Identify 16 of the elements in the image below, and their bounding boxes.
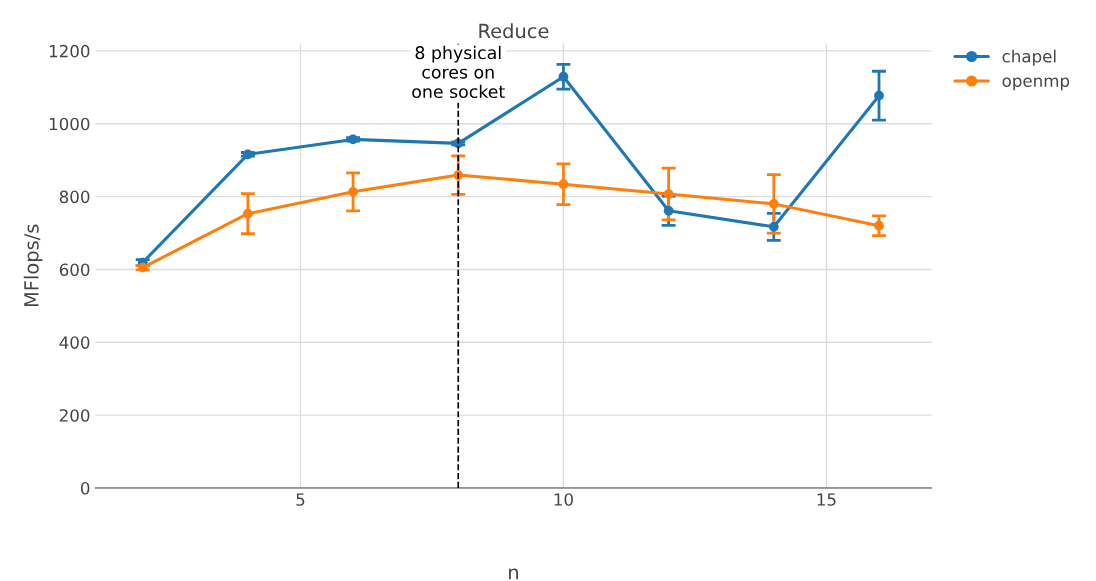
y-tick-label: 200 <box>59 409 90 422</box>
y-tick-label: 800 <box>59 190 90 204</box>
y-tick-label: 1200 <box>49 44 90 58</box>
legend-label: chapel <box>1002 49 1056 66</box>
y-tick-label: 600 <box>59 263 90 277</box>
x-axis-title: n <box>509 568 518 580</box>
x-tick-label: 5 <box>296 493 305 506</box>
x-tick-label: 15 <box>817 493 836 506</box>
y-axis-title: MFlops/s <box>23 224 43 307</box>
ref-line-label: 8 physical cores on one socket <box>412 45 505 99</box>
y-tick-label: 0 <box>80 482 90 495</box>
x-tick-label: 10 <box>554 493 573 506</box>
legend-label: openmp <box>1002 77 1070 91</box>
chart-title: Reduce <box>479 23 549 39</box>
y-tick-label: 1000 <box>49 117 90 131</box>
y-tick-label: 400 <box>59 336 90 349</box>
